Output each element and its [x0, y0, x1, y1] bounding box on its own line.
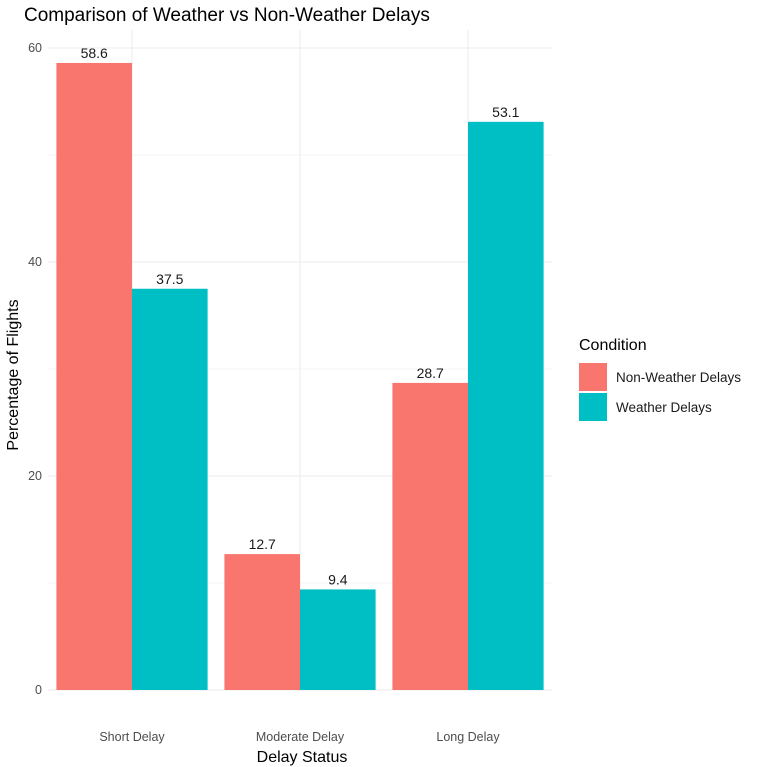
- bar: [224, 554, 300, 690]
- x-tick-label: Short Delay: [99, 730, 165, 744]
- bar: [300, 589, 376, 690]
- data-labels: 58.6 37.5 12.7 9.4 28.7 53.1: [81, 45, 520, 587]
- legend-label: Weather Delays: [616, 400, 712, 415]
- y-tick-label: 0: [35, 683, 42, 697]
- x-tick-label: Long Delay: [436, 730, 500, 744]
- bars: [56, 62, 544, 691]
- data-label: 37.5: [156, 271, 183, 287]
- data-label: 53.1: [492, 104, 519, 120]
- bar: [132, 288, 208, 690]
- legend-key: [579, 363, 607, 391]
- y-tick-label: 60: [28, 41, 42, 55]
- data-label: 28.7: [417, 365, 444, 381]
- x-tick-label: Moderate Delay: [256, 730, 345, 744]
- y-axis-title: Percentage of Flights: [5, 299, 22, 450]
- data-label: 12.7: [249, 536, 276, 552]
- bar: [56, 62, 132, 691]
- legend-title: Condition: [579, 337, 647, 354]
- bar: [468, 121, 544, 690]
- x-axis: Short Delay Moderate Delay Long Delay: [99, 730, 500, 744]
- y-tick-label: 20: [28, 469, 42, 483]
- data-label: 9.4: [328, 571, 348, 587]
- data-label: 58.6: [81, 45, 108, 61]
- legend-key: [579, 393, 607, 421]
- y-axis: 0 20 40 60: [28, 41, 42, 697]
- bar: [392, 382, 468, 690]
- chart-title: Comparison of Weather vs Non-Weather Del…: [24, 5, 430, 26]
- legend: Condition Non-Weather Delays Weather Dela…: [579, 337, 741, 421]
- y-tick-label: 40: [28, 255, 42, 269]
- x-axis-title: Delay Status: [257, 749, 348, 766]
- legend-label: Non-Weather Delays: [616, 370, 741, 385]
